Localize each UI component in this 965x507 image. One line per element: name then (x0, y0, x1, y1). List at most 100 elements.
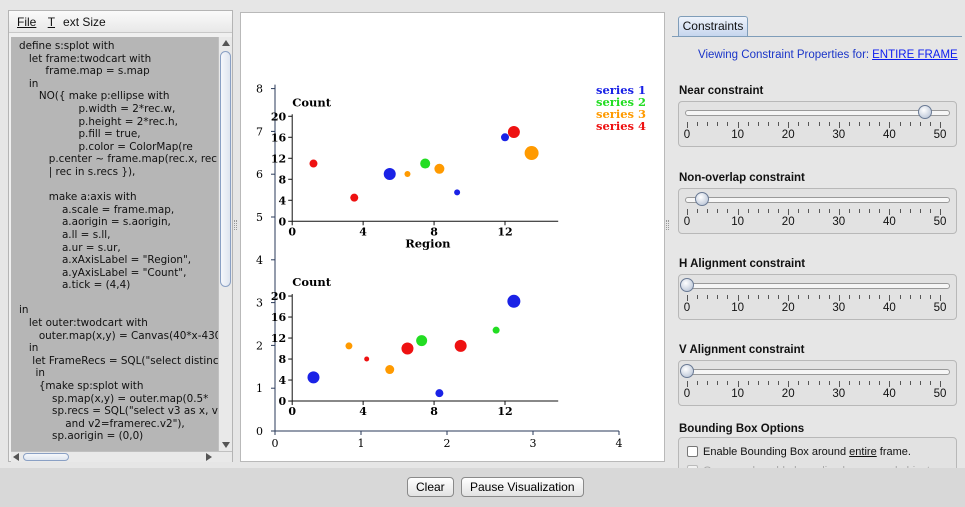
slider-tick-label: 30 (832, 388, 846, 400)
slider-tick (909, 122, 911, 126)
scatter-point (307, 371, 320, 384)
slider-tick (919, 122, 921, 126)
slider-tick (899, 209, 901, 213)
slider-tick (707, 295, 709, 299)
slider-tick (818, 381, 820, 385)
slider-tick-label: 30 (832, 216, 846, 228)
code-line: a.scale = frame.map, (19, 203, 175, 216)
slider-tick (869, 381, 871, 385)
pause-visualization-button[interactable]: Pause Visualization (461, 477, 584, 497)
constraint-slider[interactable]: 0 10 20 30 40 50 (678, 101, 957, 147)
slider-tick (838, 295, 840, 301)
slider-tick-label: 0 (683, 129, 691, 141)
slider-knob[interactable] (680, 278, 694, 292)
slider-tick (929, 381, 931, 385)
slider-track[interactable] (685, 110, 950, 116)
constraint-slider[interactable]: 0 10 20 30 40 50 (678, 188, 957, 234)
code-line: p.width = 2*rec.w, (19, 102, 176, 115)
slider-ticks (685, 122, 950, 128)
slider-tick (737, 209, 739, 215)
slider-tick-label: 0 (683, 388, 691, 400)
outer-x-tick-label: 2 (444, 437, 451, 450)
slider-tick (919, 295, 921, 299)
slider-tick-label: 10 (731, 302, 744, 314)
slider-tick-label: 0 (683, 302, 691, 314)
scatter-point (345, 342, 353, 350)
subplot-y-tick-label: 8 (279, 173, 287, 186)
slider-tick (929, 209, 931, 213)
code-line: a.xAxisLabel = "Region", (19, 254, 192, 267)
slider-label: Non-overlap constraint (679, 172, 805, 184)
outer-y-tick-label: 5 (256, 211, 263, 224)
slider-tick (808, 381, 810, 385)
horizontal-scrollbar[interactable] (11, 451, 232, 462)
slider-track[interactable] (685, 197, 950, 203)
slider-tick (747, 209, 749, 213)
scatter-point (420, 158, 431, 169)
scatter-point (350, 193, 359, 202)
legend-entry: series 3 (596, 107, 646, 121)
outer-y-tick-label: 2 (256, 339, 263, 352)
scroll-down-arrow-icon[interactable] (222, 442, 230, 448)
slider-tick (909, 381, 911, 385)
slider-tick (838, 209, 840, 215)
scroll-right-arrow-icon[interactable] (206, 453, 212, 461)
constraint-slider[interactable]: 0 10 20 30 40 50 (678, 360, 957, 406)
slider-tick (879, 295, 881, 299)
slider-tick (808, 209, 810, 213)
slider-tick-label: 10 (731, 216, 744, 228)
scroll-left-arrow-icon[interactable] (13, 453, 19, 461)
vertical-scroll-thumb[interactable] (220, 51, 231, 287)
entire-frame-link[interactable]: ENTIRE FRAME (872, 49, 958, 61)
slider-ticks (685, 295, 950, 301)
bbox-entire-frame-checkbox[interactable] (687, 446, 698, 457)
slider-tick (727, 209, 729, 213)
scatter-point (434, 163, 445, 174)
constraint-slider[interactable]: 0 10 20 30 40 50 (678, 274, 957, 320)
slider-tick-label: 20 (781, 388, 795, 400)
slider-tick (757, 209, 759, 213)
subplot-x-tick-label: 12 (497, 405, 512, 418)
code-line (19, 292, 218, 305)
slider-tick (859, 381, 861, 385)
subplot-y-tick-label: 12 (271, 332, 286, 345)
bbox-entire-frame-option[interactable]: Enable Bounding Box around entire frame. (687, 446, 911, 458)
vertical-scrollbar[interactable] (218, 37, 232, 451)
slider-tick (737, 122, 739, 128)
slider-tick (717, 209, 719, 213)
clear-button[interactable]: Clear (407, 477, 454, 497)
scatter-point (492, 326, 500, 334)
menu-file[interactable]: File (17, 15, 37, 29)
code-line: define s:splot with (19, 40, 115, 52)
slider-track[interactable] (685, 369, 950, 375)
slider-tick (909, 295, 911, 299)
outer-y-tick-label: 7 (256, 125, 263, 138)
slider-tick (757, 381, 759, 385)
left-splitter-handle[interactable] (234, 220, 237, 230)
scroll-up-arrow-icon[interactable] (222, 40, 230, 46)
subplot-y-tick-label: 12 (271, 152, 286, 165)
slider-tick (848, 381, 850, 385)
slider-tick (940, 209, 941, 215)
slider-tick (767, 295, 769, 299)
code-textarea[interactable]: define s:splot with let frame:twodcart w… (11, 37, 218, 451)
scatter-point (401, 342, 414, 355)
code-line: make a:axis with (19, 191, 137, 204)
tab-constraints[interactable]: Constraints (678, 16, 748, 36)
slider-knob[interactable] (917, 105, 932, 119)
horizontal-scroll-thumb[interactable] (23, 453, 69, 461)
slider-tick (757, 122, 759, 126)
slider-tick (859, 122, 861, 126)
visualization-canvas[interactable]: 0 1 2 3 4 5 6 7 8 0 1 2 3 4 series 1 series 2 series 3 se… (240, 12, 665, 462)
slider-knob[interactable] (680, 364, 694, 378)
slider-tick-label: 30 (832, 302, 846, 314)
code-line: let outer:twodcart with (19, 317, 148, 330)
slider-tick-label: 20 (781, 302, 795, 314)
code-line: frame.map = s.map (19, 65, 150, 78)
subplot-y-axis-label: Count (292, 275, 332, 289)
right-splitter-handle[interactable] (666, 220, 669, 230)
slider-track[interactable] (685, 283, 950, 289)
slider-knob[interactable] (695, 192, 710, 206)
code-line: sp.map(x,y) = outer.map(0.5* (19, 392, 209, 405)
